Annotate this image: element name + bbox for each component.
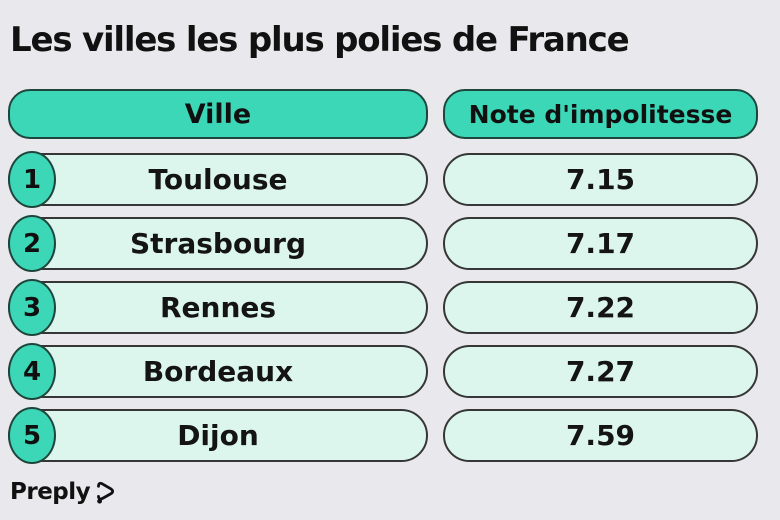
rank-number: 4 <box>22 356 42 387</box>
rank-number: 1 <box>22 164 42 195</box>
city-cell: 2 Strasbourg <box>8 215 428 272</box>
column-header-note: Note d'impolitesse <box>443 89 758 139</box>
city-name: Toulouse <box>148 163 288 196</box>
page-title: Les villes les plus polies de France <box>10 20 630 60</box>
score-cell: 7.27 <box>443 345 758 398</box>
score-cell: 7.17 <box>443 217 758 270</box>
city-name: Bordeaux <box>142 355 294 388</box>
city-cell: 3 Rennes <box>8 279 428 336</box>
city-name: Dijon <box>177 419 259 452</box>
rank-number: 3 <box>22 292 42 323</box>
score-value: 7.27 <box>565 355 636 388</box>
score-value: 7.15 <box>565 163 636 196</box>
score-cell: 7.22 <box>443 281 758 334</box>
rank-number: 2 <box>22 228 42 259</box>
rank-badge: 1 <box>8 151 56 208</box>
rank-badge: 3 <box>8 279 56 336</box>
score-cell: 7.59 <box>443 409 758 462</box>
city-cell: 1 Toulouse <box>8 151 428 208</box>
rank-badge: 5 <box>8 407 56 464</box>
preply-logo: Preply <box>10 478 116 505</box>
score-value: 7.59 <box>565 419 636 452</box>
city-name: Strasbourg <box>130 227 306 260</box>
column-header-ville: Ville <box>8 89 428 139</box>
rank-badge: 2 <box>8 215 56 272</box>
rank-number: 5 <box>22 420 42 451</box>
column-header-label: Note d'impolitesse <box>468 99 733 129</box>
score-cell: 7.15 <box>443 153 758 206</box>
column-header-label: Ville <box>184 98 252 130</box>
rank-badge: 4 <box>8 343 56 400</box>
city-cell: 4 Bordeaux <box>8 343 428 400</box>
preply-play-icon <box>97 481 115 504</box>
city-cell: 5 Dijon <box>8 407 428 464</box>
score-value: 7.17 <box>565 227 636 260</box>
score-value: 7.22 <box>565 291 636 324</box>
brand-name: Preply <box>10 478 91 505</box>
city-name: Rennes <box>159 291 277 324</box>
